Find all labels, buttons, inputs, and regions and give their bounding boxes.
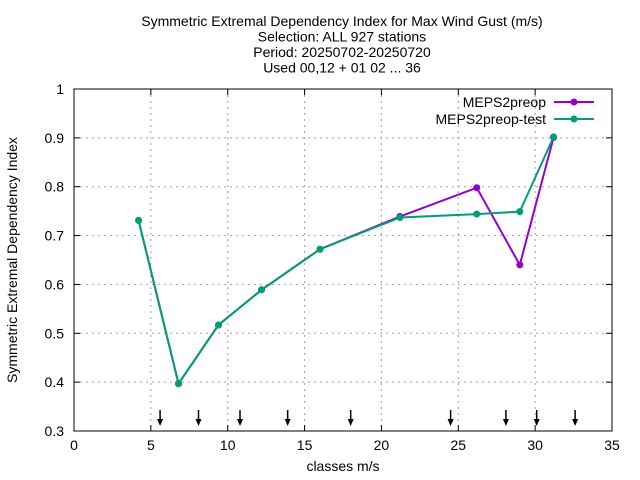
x-tick-label: 35 bbox=[604, 437, 620, 453]
class-marker-arrow bbox=[237, 410, 244, 426]
series-line bbox=[137, 136, 555, 387]
title-line: Used 00,12 + 01 02 ... 36 bbox=[263, 60, 421, 76]
data-point bbox=[516, 208, 524, 216]
class-marker-head bbox=[347, 419, 354, 426]
chart-title: Symmetric Extremal Dependency Index for … bbox=[141, 13, 542, 76]
data-point bbox=[258, 286, 266, 294]
y-tick-label: 0.4 bbox=[45, 374, 65, 390]
y-tick-label: 0.5 bbox=[45, 325, 65, 341]
series-line bbox=[137, 137, 555, 387]
y-tick-label: 0.7 bbox=[45, 228, 65, 244]
class-marker-head bbox=[502, 419, 509, 426]
class-marker-head bbox=[237, 419, 244, 426]
class-marker-head bbox=[195, 419, 202, 426]
class-markers bbox=[157, 410, 579, 426]
legend-marker bbox=[570, 115, 578, 123]
axis-ticks: 0 5 10 15 20 25 30 35 0.3 0.4 0.5 0.6 0.7 0.8 0.9 1 bbox=[45, 81, 620, 453]
class-marker-arrow bbox=[533, 410, 540, 426]
x-tick-label: 0 bbox=[70, 437, 78, 453]
class-marker-head bbox=[284, 419, 291, 426]
legend-label: MEPS2preop-test bbox=[436, 111, 547, 127]
class-marker-head bbox=[447, 419, 454, 426]
series bbox=[135, 133, 558, 388]
data-point bbox=[473, 210, 481, 218]
data-point bbox=[316, 245, 324, 253]
title-line: Symmetric Extremal Dependency Index for … bbox=[141, 13, 542, 29]
data-point bbox=[473, 184, 481, 192]
y-tick-label: 1 bbox=[56, 81, 64, 97]
plot-frame bbox=[73, 88, 613, 432]
class-marker-head bbox=[157, 419, 164, 426]
x-tick-label: 30 bbox=[527, 437, 543, 453]
class-marker-head bbox=[533, 419, 540, 426]
series-1 bbox=[135, 133, 558, 388]
x-axis-label: classes m/s bbox=[306, 458, 379, 474]
class-marker-arrow bbox=[572, 410, 579, 426]
grid bbox=[74, 89, 612, 431]
data-point bbox=[396, 213, 404, 221]
x-tick-label: 10 bbox=[220, 437, 236, 453]
class-marker-arrow bbox=[195, 410, 202, 426]
title-line: Period: 20250702-20250720 bbox=[253, 44, 431, 60]
x-tick-label: 20 bbox=[374, 437, 390, 453]
class-marker-head bbox=[572, 419, 579, 426]
y-tick-label: 0.6 bbox=[45, 276, 65, 292]
title-line: Selection: ALL 927 stations bbox=[258, 29, 426, 45]
data-point bbox=[550, 133, 558, 141]
data-point bbox=[214, 321, 222, 329]
series-2 bbox=[135, 133, 558, 388]
legend-label: MEPS2preop bbox=[463, 94, 546, 110]
x-tick-label: 15 bbox=[297, 437, 313, 453]
y-axis-label: Symmetric Extremal Dependency Index bbox=[4, 137, 20, 383]
class-marker-arrow bbox=[284, 410, 291, 426]
y-tick-label: 0.8 bbox=[45, 179, 65, 195]
x-tick-label: 5 bbox=[147, 437, 155, 453]
data-point bbox=[135, 216, 143, 224]
class-marker-arrow bbox=[347, 410, 354, 426]
class-marker-arrow bbox=[157, 410, 164, 426]
y-tick-label: 0.9 bbox=[45, 130, 65, 146]
legend-marker bbox=[570, 98, 578, 106]
data-point bbox=[516, 261, 524, 269]
class-marker-arrow bbox=[447, 410, 454, 426]
class-marker-arrow bbox=[502, 410, 509, 426]
x-tick-label: 25 bbox=[450, 437, 466, 453]
data-point bbox=[175, 380, 183, 388]
y-tick-label: 0.3 bbox=[45, 423, 65, 439]
